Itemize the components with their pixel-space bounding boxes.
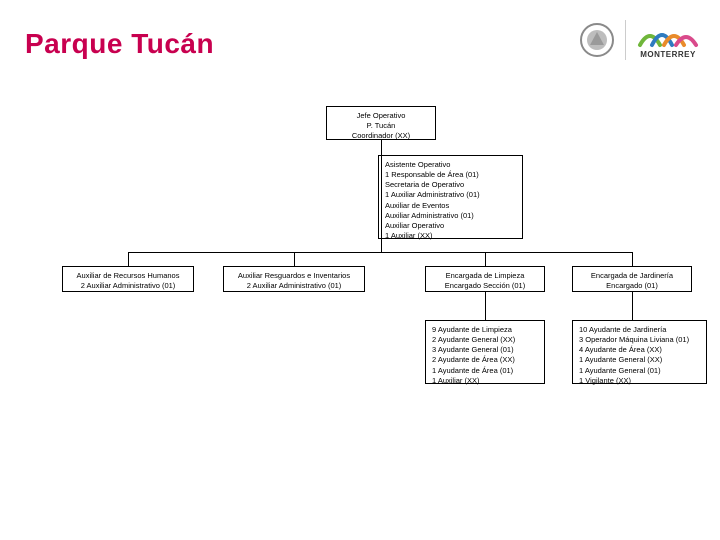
logo-divider [625,20,626,60]
org-node-ayudantes-jardineria: 10 Ayudante de Jardinería3 Operador Máqu… [572,320,707,384]
monterrey-label: MONTERREY [640,50,696,59]
monterrey-logo: MONTERREY [636,21,700,59]
page-title: Parque Tucán [25,28,214,60]
org-node-resguardos-inventarios: Auxiliar Resguardos e Inventarios2 Auxil… [223,266,365,292]
org-node-encargada-limpieza: Encargada de LimpiezaEncargado Sección (… [425,266,545,292]
monterrey-arcs-icon [636,21,700,49]
org-node-recursos-humanos: Auxiliar de Recursos Humanos2 Auxiliar A… [62,266,194,292]
org-node-encargada-jardineria: Encargada de JardineríaEncargado (01) [572,266,692,292]
municipal-seal-icon [579,22,615,58]
org-node-jefe-operativo: Jefe OperativoP. TucánCoordinador (XX) [326,106,436,140]
org-node-ayudantes-limpieza: 9 Ayudante de Limpieza2 Ayudante General… [425,320,545,384]
logo-group: MONTERREY [579,20,700,60]
org-node-asistente-operativo: Asistente Operativo1 Responsable de Área… [378,155,523,239]
